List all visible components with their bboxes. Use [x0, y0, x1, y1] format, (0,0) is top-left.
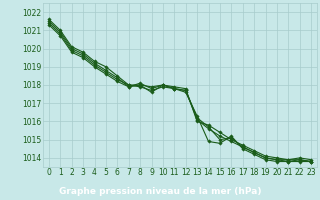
Text: Graphe pression niveau de la mer (hPa): Graphe pression niveau de la mer (hPa) — [59, 187, 261, 196]
